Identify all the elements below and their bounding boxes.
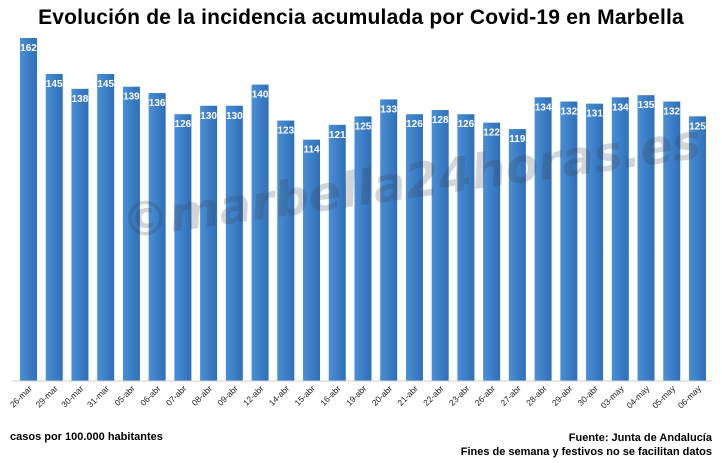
- bar-value-label: 119: [509, 134, 526, 145]
- bar-22-abr: [431, 109, 449, 382]
- bar-value-label: 132: [663, 107, 680, 118]
- bar-09-abr: [225, 105, 243, 381]
- x-tick-label: 27-abr: [498, 383, 523, 408]
- bar-06-may: [688, 116, 706, 381]
- bar-value-label: 138: [72, 94, 89, 105]
- x-tick-label: 08-abr: [190, 383, 215, 408]
- x-tick-label: 26-mar: [8, 383, 34, 409]
- bar-27-abr: [508, 129, 526, 381]
- chart-title: Evolución de la incidencia acumulada por…: [38, 6, 684, 29]
- bar-05-abr: [122, 86, 140, 381]
- x-tick-label: 14-abr: [267, 383, 292, 408]
- bar-value-label: 121: [329, 130, 346, 141]
- bar-value-label: 128: [432, 115, 449, 126]
- x-tick-label: 05-abr: [112, 383, 137, 408]
- bar-value-label: 140: [252, 90, 269, 101]
- source-note: Fuente: Junta de Andalucía: [568, 432, 712, 444]
- bar-value-label: 162: [20, 43, 37, 54]
- x-tick-label: 05-may: [650, 383, 678, 411]
- bar-value-label: 130: [200, 111, 217, 122]
- bar-21-abr: [405, 114, 423, 381]
- bar-07-abr: [174, 114, 192, 381]
- x-tick-label: 23-abr: [447, 383, 472, 408]
- bar-29-mar: [45, 73, 63, 382]
- bar-08-abr: [200, 105, 218, 381]
- bar-value-label: 145: [97, 79, 114, 90]
- bar-value-label: 134: [612, 102, 629, 113]
- x-tick-labels: 26-mar 29-mar 30-mar 31-mar 05-abr 06-abr 07-a…: [8, 383, 704, 411]
- bar-value-label: 126: [458, 119, 475, 130]
- x-tick-label: 16-abr: [318, 383, 343, 408]
- bar-value-label: 114: [303, 145, 320, 156]
- bar-value-label: 131: [586, 109, 603, 120]
- bar-20-abr: [380, 99, 398, 382]
- x-tick-label: 19-abr: [344, 383, 369, 408]
- bar-value-label: 126: [406, 119, 423, 130]
- bar-value-label: 133: [380, 104, 397, 115]
- bar-value-label: 122: [483, 128, 500, 139]
- bar-value-label: 132: [560, 107, 577, 118]
- x-tick-label: 20-abr: [370, 383, 395, 408]
- bar-29-abr: [560, 101, 578, 382]
- bar-03-may: [611, 97, 629, 381]
- bar-28-abr: [534, 97, 552, 381]
- x-tick-label: 09-abr: [215, 383, 240, 408]
- bar-value-label: 139: [123, 92, 140, 103]
- bar-value-label: 134: [535, 102, 552, 113]
- x-tick-label: 06-may: [676, 383, 704, 411]
- x-tick-label: 12-abr: [241, 383, 266, 408]
- bar-16-abr: [328, 124, 346, 381]
- bar-30-abr: [586, 103, 604, 381]
- x-tick-label: 21-abr: [395, 383, 420, 408]
- x-tick-label: 29-mar: [34, 383, 60, 409]
- x-tick-label: 30-abr: [576, 383, 601, 408]
- bar-26-mar: [20, 38, 37, 381]
- bar-14-abr: [277, 120, 295, 381]
- x-tick-label: 30-mar: [59, 383, 85, 409]
- bar-15-abr: [303, 139, 321, 381]
- bar-value-label: 123: [277, 126, 294, 137]
- x-tick-label: 06-abr: [138, 383, 163, 408]
- x-tick-label: 29-abr: [550, 383, 575, 408]
- x-tick-label: 22-abr: [421, 383, 446, 408]
- bar-value-label: 135: [638, 100, 655, 111]
- x-tick-label: 03-may: [599, 383, 627, 411]
- x-tick-label: 15-abr: [292, 383, 317, 408]
- source-notes: Fuente: Junta de Andalucía Fines de sema…: [461, 431, 712, 459]
- bar-value-label: 136: [149, 98, 166, 109]
- x-tick-label: 28-abr: [524, 383, 549, 408]
- bar-06-abr: [148, 93, 166, 382]
- bar-04-may: [637, 95, 655, 382]
- x-tick-label: 26-abr: [473, 383, 498, 408]
- weekend-note: Fines de semana y festivos no se facilit…: [460, 446, 712, 458]
- bars: 162 145 138 145 139 136 126 130 130 140 123 114 121 1…: [20, 38, 706, 382]
- bar-26-abr: [483, 122, 501, 381]
- units-note: casos por 100.000 habitantes: [10, 431, 163, 443]
- x-tick-label: 31-mar: [85, 383, 111, 409]
- bar-05-may: [663, 101, 681, 382]
- x-tick-label: 04-may: [624, 383, 652, 411]
- bar-19-abr: [354, 116, 372, 381]
- bar-value-label: 125: [355, 121, 372, 132]
- bar-value-label: 126: [175, 119, 192, 130]
- bar-12-abr: [251, 84, 269, 381]
- bar-23-abr: [457, 114, 475, 381]
- x-tick-label: 07-abr: [164, 383, 189, 408]
- bar-value-label: 130: [226, 111, 243, 122]
- bar-value-label: 125: [689, 121, 706, 132]
- bar-value-label: 145: [46, 79, 63, 90]
- bar-31-mar: [97, 73, 115, 382]
- bar-30-mar: [71, 88, 89, 381]
